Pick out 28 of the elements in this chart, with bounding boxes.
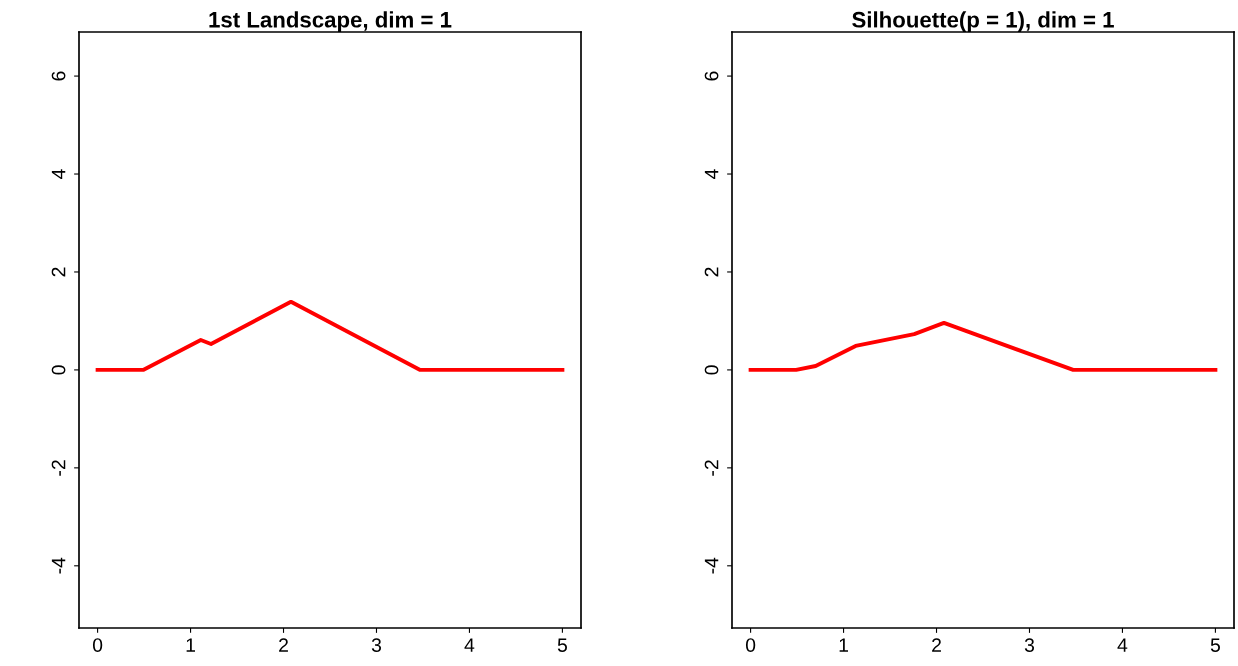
x-tick-label: 1 xyxy=(839,638,849,652)
x-tick-label: 5 xyxy=(557,638,567,652)
y-tick-label: 0 xyxy=(51,365,66,375)
x-tick-label: 0 xyxy=(745,638,756,652)
line-series xyxy=(748,320,1218,372)
y-tick-label: 6 xyxy=(51,71,66,81)
x-tick-label: 4 xyxy=(1117,638,1128,652)
chart-title: 1st Landscape, dim = 1 xyxy=(209,11,452,32)
x-tick-label: 5 xyxy=(1210,638,1220,652)
y-tick-label: 6 xyxy=(704,71,719,81)
y-tick-label: -4 xyxy=(704,557,719,574)
y-tick-label: -2 xyxy=(51,460,66,476)
y-tick-label: 2 xyxy=(51,267,66,277)
x-tick-label: 2 xyxy=(932,638,941,652)
y-tick-label: -2 xyxy=(704,460,719,476)
y-tick-label: 0 xyxy=(704,365,719,375)
x-tick-label: 4 xyxy=(464,638,475,652)
chart-title: Silhouette(p = 1), dim = 1 xyxy=(852,11,1114,32)
y-tick-label: -4 xyxy=(51,557,66,574)
y-tick-label: 4 xyxy=(704,169,719,179)
x-tick-label: 3 xyxy=(1024,638,1035,652)
x-tick-label: 3 xyxy=(371,638,382,652)
y-tick-label: 2 xyxy=(704,267,719,277)
line-series xyxy=(95,299,565,372)
x-tick-label: 1 xyxy=(186,638,196,652)
x-tick-label: 0 xyxy=(92,638,103,652)
y-tick-label: 4 xyxy=(51,169,66,179)
x-tick-label: 2 xyxy=(279,638,288,652)
